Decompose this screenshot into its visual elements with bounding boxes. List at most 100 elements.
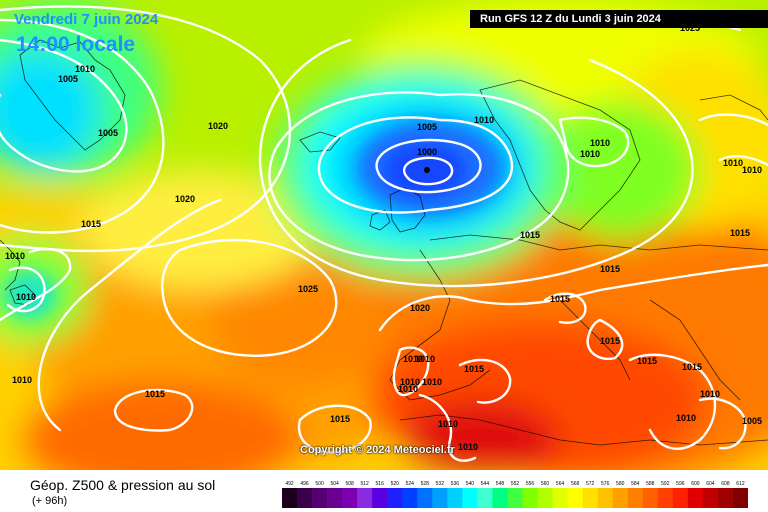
legend-tick-label: 504 [330, 481, 339, 487]
legend-color-swatch [372, 488, 388, 508]
isobar-label: 1015 [464, 364, 484, 374]
low-pressure-center [424, 167, 430, 173]
legend-color-swatch [342, 488, 358, 508]
legend-tick-label: 572 [586, 481, 595, 487]
legend-color-swatch [492, 488, 508, 508]
legend-tick-label: 492 [285, 481, 294, 487]
z500-color-field [0, 0, 768, 470]
legend-tick-label: 592 [661, 481, 670, 487]
forecast-date: Vendredi 7 juin 2024 [14, 11, 159, 28]
isobar-label: 1010 [398, 384, 418, 394]
legend-tick-label: 524 [406, 481, 415, 487]
legend-color-swatch [612, 488, 629, 508]
isobar-label: 1010 [590, 138, 610, 148]
legend-color-swatch [327, 488, 343, 508]
legend-tick-label: 608 [721, 481, 730, 487]
isobar-label: 1010 [580, 149, 600, 159]
isobar-label: 1010 [458, 442, 478, 452]
isobar-label: 1005 [98, 128, 118, 138]
legend-tick-label: 580 [616, 481, 625, 487]
isobar-label: 1015 [682, 362, 702, 372]
legend-tick-label: 556 [526, 481, 535, 487]
isobar-label: 1010 [438, 419, 458, 429]
legend-color-swatch [627, 488, 644, 508]
legend-color-swatch [402, 488, 418, 508]
isobar-label: 1010 [75, 64, 95, 74]
legend-color-swatch [357, 488, 373, 508]
forecast-local-time: 14:00 locale [16, 33, 136, 56]
legend-tick-label: 544 [481, 481, 490, 487]
legend-tick-label: 584 [631, 481, 640, 487]
legend-tick-label: 536 [451, 481, 460, 487]
legend-color-swatch [537, 488, 553, 508]
legend-color-swatch [282, 488, 298, 508]
legend-subtitle: (+ 96h) [32, 495, 68, 507]
legend-title: Géop. Z500 & pression au sol [30, 477, 216, 493]
legend-tick-label: 560 [541, 481, 550, 487]
isobar-label: 1010 [415, 354, 435, 364]
geopotential-map: 1005101010051020102010151010101010251020… [0, 0, 768, 470]
isobar-label: 1025 [680, 23, 700, 33]
isobar-label: 1020 [208, 121, 228, 131]
legend-color-swatch [522, 488, 538, 508]
isobar-label: 1020 [175, 194, 195, 204]
legend-tick-label: 568 [571, 481, 580, 487]
model-run-banner: Run GFS 12 Z du Lundi 3 juin 2024 [470, 10, 768, 28]
isobar-label: 1015 [730, 228, 750, 238]
isobar-label: 1010 [676, 413, 696, 423]
color-scale-legend: 492 496 500 504 508 512 516 520 524 528 532 536 540 5… [282, 481, 748, 508]
legend-tick-label: 496 [300, 481, 309, 487]
legend-color-swatch [312, 488, 328, 508]
copyright-notice: Copyright © 2024 Meteociel.fr [300, 444, 455, 456]
legend-color-swatch [672, 488, 689, 508]
legend-tick-label: 500 [315, 481, 324, 487]
legend-color-swatch [447, 488, 463, 508]
isobar-label: 1015 [600, 336, 620, 346]
isobar-label: 1010 [723, 158, 743, 168]
legend-tick-label: 604 [706, 481, 715, 487]
isobar-label: 1010 [12, 375, 32, 385]
legend-color-swatch [552, 488, 568, 508]
isobar-label: 1005 [58, 74, 78, 84]
legend-tick-label: 548 [496, 481, 505, 487]
legend-tick-label: 520 [391, 481, 400, 487]
isobar-label: 1010 [742, 165, 762, 175]
isobar-label: 1010 [403, 354, 423, 364]
legend-color-swatch [732, 488, 748, 508]
isobar-label: 1000 [417, 147, 437, 157]
isobar-labels: 1005101010051020102010151010101010251020… [5, 23, 762, 452]
legend-color-swatch [597, 488, 614, 508]
legend-tick-label: 552 [511, 481, 520, 487]
isobar-label: 1015 [600, 264, 620, 274]
legend-color-swatch [507, 488, 523, 508]
isobar-label: 1005 [417, 122, 437, 132]
legend-color-swatch [297, 488, 313, 508]
isobar-label: 1015 [550, 294, 570, 304]
legend-tick-label: 564 [556, 481, 565, 487]
legend-color-swatch [417, 488, 433, 508]
legend-tick-label: 596 [676, 481, 685, 487]
legend-color-swatch [642, 488, 659, 508]
legend-color-swatch [432, 488, 448, 508]
isobar-label: 1015 [330, 414, 350, 424]
isobar-label: 1010 [422, 377, 442, 387]
isobar-label: 1015 [145, 389, 165, 399]
isobar-label: 1015 [637, 356, 657, 366]
legend-tick-label: 576 [601, 481, 610, 487]
legend-color-swatch [582, 488, 598, 508]
isobar-label: 1010 [700, 389, 720, 399]
legend-tick-label: 540 [466, 481, 475, 487]
legend-tick-label: 600 [691, 481, 700, 487]
legend-tick-label: 612 [736, 481, 745, 487]
legend-tick-label: 528 [421, 481, 430, 487]
isobar-label: 1010 [5, 251, 25, 261]
legend-color-swatch [687, 488, 704, 508]
isobar-label: 1015 [520, 230, 540, 240]
legend-tick-label: 588 [646, 481, 655, 487]
legend-tick-label: 532 [436, 481, 445, 487]
legend-color-swatch [477, 488, 493, 508]
legend-tick-label: 508 [345, 481, 354, 487]
legend-tick-label: 516 [376, 481, 385, 487]
isobar-label: 1025 [298, 284, 318, 294]
